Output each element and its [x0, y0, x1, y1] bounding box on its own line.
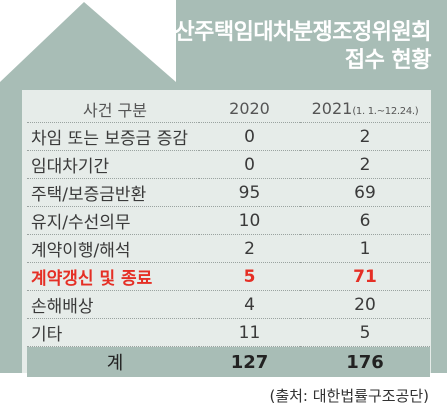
row-value-2020: 4	[199, 290, 300, 319]
table-row: 유지/수선의무 10 6	[27, 206, 430, 235]
row-value-2020: 10	[199, 206, 300, 235]
total-2021: 176	[300, 346, 430, 377]
chart-title-line2: 접수 현황	[344, 48, 432, 73]
header-2021-period: (1. 1.~12.24.)	[352, 106, 419, 117]
row-label: 유지/수선의무	[27, 206, 199, 235]
chart-title-line1: 부산주택임대차분쟁조정위원회	[154, 20, 432, 45]
total-row: 계 127 176	[27, 346, 430, 377]
stats-table: 사건 구분 2020 2021(1. 1.~12.24.) 차임 또는 보증금 …	[27, 95, 430, 377]
row-value-2020: 95	[199, 178, 300, 207]
table-row: 임대차기간 0 2	[27, 150, 430, 179]
table-row: 손해배상 4 20	[27, 290, 430, 319]
header-2021: 2021(1. 1.~12.24.)	[300, 95, 430, 123]
table-header-row: 사건 구분 2020 2021(1. 1.~12.24.)	[27, 95, 430, 123]
row-label: 계약이행/해석	[27, 234, 199, 263]
row-value-2020: 5	[199, 262, 300, 291]
row-label: 계약갱신 및 종료	[27, 262, 199, 291]
row-value-2020: 2	[199, 234, 300, 263]
row-label: 기타	[27, 318, 199, 347]
row-value-2021: 71	[300, 262, 430, 291]
header-category: 사건 구분	[27, 95, 199, 123]
table-row: 계약갱신 및 종료 5 71	[27, 262, 430, 291]
table-row: 기타 11 5	[27, 318, 430, 347]
source-note: (출처: 대한법률구조공단)	[269, 387, 429, 405]
row-label: 차임 또는 보증금 증감	[27, 122, 199, 151]
table-row: 주택/보증금반환 95 69	[27, 178, 430, 207]
total-label: 계	[27, 346, 199, 377]
row-value-2021: 6	[300, 206, 430, 235]
row-value-2021: 69	[300, 178, 430, 207]
header-2021-year: 2021	[311, 99, 353, 118]
table-row: 차임 또는 보증금 증감 0 2	[27, 122, 430, 151]
row-value-2020: 0	[199, 150, 300, 179]
row-label: 임대차기간	[27, 150, 199, 179]
total-2020: 127	[199, 346, 300, 377]
row-value-2021: 2	[300, 150, 430, 179]
table-row: 계약이행/해석 2 1	[27, 234, 430, 263]
row-value-2021: 2	[300, 122, 430, 151]
row-label: 주택/보증금반환	[27, 178, 199, 207]
header-2020: 2020	[199, 95, 300, 123]
row-value-2021: 20	[300, 290, 430, 319]
row-value-2021: 5	[300, 318, 430, 347]
row-value-2021: 1	[300, 234, 430, 263]
row-label: 손해배상	[27, 290, 199, 319]
row-value-2020: 0	[199, 122, 300, 151]
row-value-2020: 11	[199, 318, 300, 347]
